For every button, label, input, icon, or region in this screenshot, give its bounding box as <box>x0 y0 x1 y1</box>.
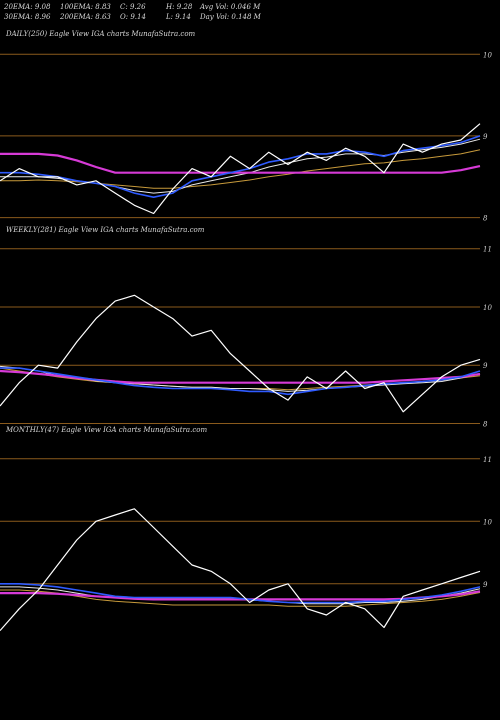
ema_200-line <box>0 369 481 384</box>
y-tick-label: 11 <box>483 246 492 254</box>
ema_200-line <box>0 152 481 174</box>
ema200-label: 200EMA: 8.63 <box>60 13 111 21</box>
price-line <box>0 294 481 413</box>
header-row-1: 20EMA: 9.08 100EMA: 8.83 C: 9.26 H: 9.28… <box>4 3 496 12</box>
y-tick-label: 10 <box>483 518 492 526</box>
ema_200-line <box>0 590 481 601</box>
y-tick-label: 9 <box>483 362 488 370</box>
low-label: L: 9.14 <box>166 13 191 21</box>
ema_mid-line <box>0 138 481 194</box>
header-row-2: 30EMA: 8.96 200EMA: 8.63 O: 9.14 L: 9.14… <box>4 13 496 22</box>
open-label: O: 9.14 <box>120 13 146 21</box>
ema_long-line <box>0 367 481 391</box>
ema100-label: 100EMA: 8.83 <box>60 3 111 11</box>
price-line <box>0 508 481 631</box>
high-label: H: 9.28 <box>166 3 193 11</box>
y-tick-label: 9 <box>483 133 488 141</box>
y-tick-label: 10 <box>483 304 492 312</box>
y-tick-label: 10 <box>483 51 492 59</box>
y-tick-label: 8 <box>483 215 488 223</box>
y-tick-label: 8 <box>483 420 488 428</box>
ema20-label: 20EMA: 9.08 <box>4 3 51 11</box>
avg-vol-label: Avg Vol: 0.046 M <box>200 3 261 11</box>
ema_short-line <box>0 135 481 198</box>
ema_short-line <box>0 367 481 396</box>
monthly-panel-title: MONTHLY(47) Eagle View IGA charts Munafa… <box>6 426 208 434</box>
y-tick-label: 9 <box>483 581 488 589</box>
ema_short-line <box>0 582 481 604</box>
ema30-label: 30EMA: 8.96 <box>4 13 51 21</box>
weekly-panel-title: WEEKLY(281) Eagle View IGA charts Munafa… <box>6 226 205 234</box>
day-vol-label: Day Vol: 0.148 M <box>200 13 261 21</box>
daily-panel-title: DAILY(250) Eagle View IGA charts MunafaS… <box>6 30 196 38</box>
ema_long-line <box>0 589 481 607</box>
price-line <box>0 123 481 215</box>
y-tick-label: 11 <box>483 456 492 464</box>
close-label: C: 9.26 <box>120 3 146 11</box>
